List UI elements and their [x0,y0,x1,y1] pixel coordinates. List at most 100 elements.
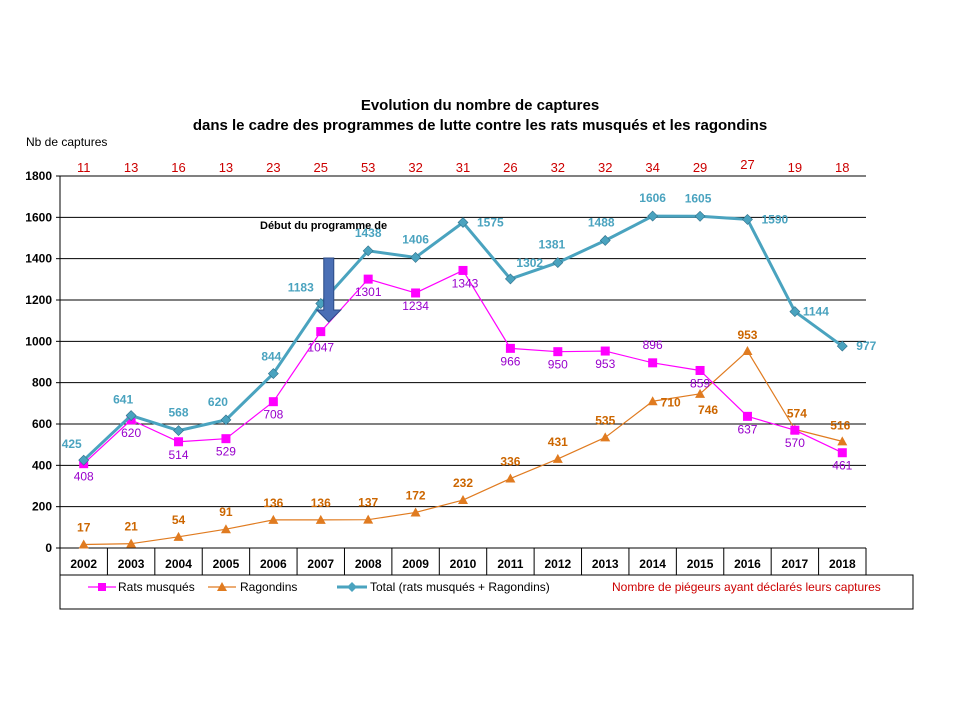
trapper-count: 13 [219,160,233,175]
x-tick-label: 2010 [450,557,477,571]
trapper-count: 32 [551,160,565,175]
x-ticks: 2002 2003 2004 2005 2006 2007 2008 2009 2010 2011… [59,548,867,575]
total-marker [694,210,706,222]
rats-musques-value: 1047 [307,341,334,355]
y-tick-label: 0 [45,541,52,555]
chart-title-line-2: dans le cadre des programmes de lutte co… [193,117,767,134]
annotation-text: Début du programme de [260,220,387,232]
total-marker [78,454,90,466]
y-tick-label: 1600 [25,210,52,224]
rats-musques-marker [458,265,468,275]
rats-musques-value: 1234 [402,299,429,313]
legend: Rats musqués Ragondins Total (rats musqués… [59,574,914,610]
ragondins-marker [742,346,753,356]
legend-ragondins-marker [217,582,227,591]
total-marker [362,245,374,257]
x-tick-label: 2003 [118,557,145,571]
rats-musques-value: 620 [121,426,141,440]
total-marker [789,306,801,317]
rats-musques-value: 966 [500,354,520,368]
ragondins-value: 336 [500,455,520,469]
total-value: 1381 [538,238,565,252]
ragondins-value: 232 [453,476,473,490]
x-tick-label: 2005 [213,557,240,571]
ragondins-marker [600,432,611,442]
total-value: 1606 [639,191,666,205]
legend-box [59,574,914,610]
trapper-count: 23 [266,160,280,175]
ragondins-marker [837,436,848,446]
rats-musques-marker [553,347,563,357]
ragondins-marker [505,473,516,483]
total-marker [504,273,516,285]
total-marker [220,414,232,426]
rats-musques-value: 1343 [452,276,479,290]
ragondins-value: 516 [830,418,850,432]
y-tick-label: 1200 [25,293,52,307]
x-tick-label: 2006 [260,557,287,571]
rats-musques-value: 570 [785,436,805,450]
rats-musques-marker [790,425,800,435]
rats-musques-value: 950 [548,358,568,372]
x-tick-label: 2009 [402,557,429,571]
ragondins-marker [695,388,706,398]
ragondins-marker [220,524,231,534]
x-tick-label: 2004 [165,557,192,571]
rats-musques-value: 859 [690,376,710,390]
ragondins-marker [315,514,326,524]
total-value: 977 [856,339,876,353]
ragondins-marker [647,396,658,406]
ragondins-marker [363,514,374,524]
ragondins-marker [268,514,279,524]
y-axis-label: Nb de captures [26,135,107,149]
rats-musques-value: 896 [643,338,663,352]
trapper-count: 18 [835,160,849,175]
rats-musques-value: 1301 [355,285,382,299]
rats-musques-marker [363,274,373,284]
total-value: 1183 [288,281,314,295]
total-marker [125,410,137,421]
ragondins-marker [552,453,563,463]
trapper-count: 25 [314,160,328,175]
annotation: Début du programme de [260,220,387,323]
ragondins-marker [126,538,137,548]
ragondins-value: 535 [595,413,615,427]
trapper-count: 29 [693,160,707,175]
rats-musques-value: 529 [216,445,236,459]
chart-title-line-1: Evolution du nombre de captures [361,97,599,114]
x-tick-label: 2016 [734,557,761,571]
trapper-count: 31 [456,160,470,175]
total-value: 641 [113,393,133,407]
ragondins-line [83,350,843,546]
ragondins-value: 21 [124,520,138,534]
legend-rats-musques-label: Rats musqués [118,580,195,594]
rats-musques-value: 708 [263,408,283,422]
rats-musques-value: 408 [74,470,94,484]
legend-ragondins-label: Ragondins [240,580,297,594]
total-marker [742,213,753,225]
ragondins-value: 574 [787,406,807,420]
y-tick-label: 800 [32,376,52,390]
rats-musques-value: 637 [737,422,757,436]
ragondins-value: 710 [661,395,681,409]
total-marker [173,425,184,437]
ragondins-value: 136 [311,496,331,510]
rats-musques-marker [221,434,231,444]
rats-musques-value: 461 [832,459,852,473]
total-value: 1605 [685,191,712,205]
trapper-count: 16 [171,160,185,175]
ragondins-value: 431 [548,435,568,449]
trapper-count: 34 [645,160,659,175]
series-layer [78,210,848,549]
trapper-count: 11 [77,160,91,175]
ragondins-value: 91 [219,505,233,519]
y-tick-label: 600 [32,417,52,431]
legend-total-label: Total (rats musqués + Ragondins) [370,580,550,594]
ragondins-value: 953 [737,328,757,342]
x-tick-label: 2008 [355,557,382,571]
trapper-count: 53 [361,160,375,175]
y-tick-label: 1000 [25,334,52,348]
x-tick-label: 2012 [544,557,571,571]
total-marker [647,210,659,222]
